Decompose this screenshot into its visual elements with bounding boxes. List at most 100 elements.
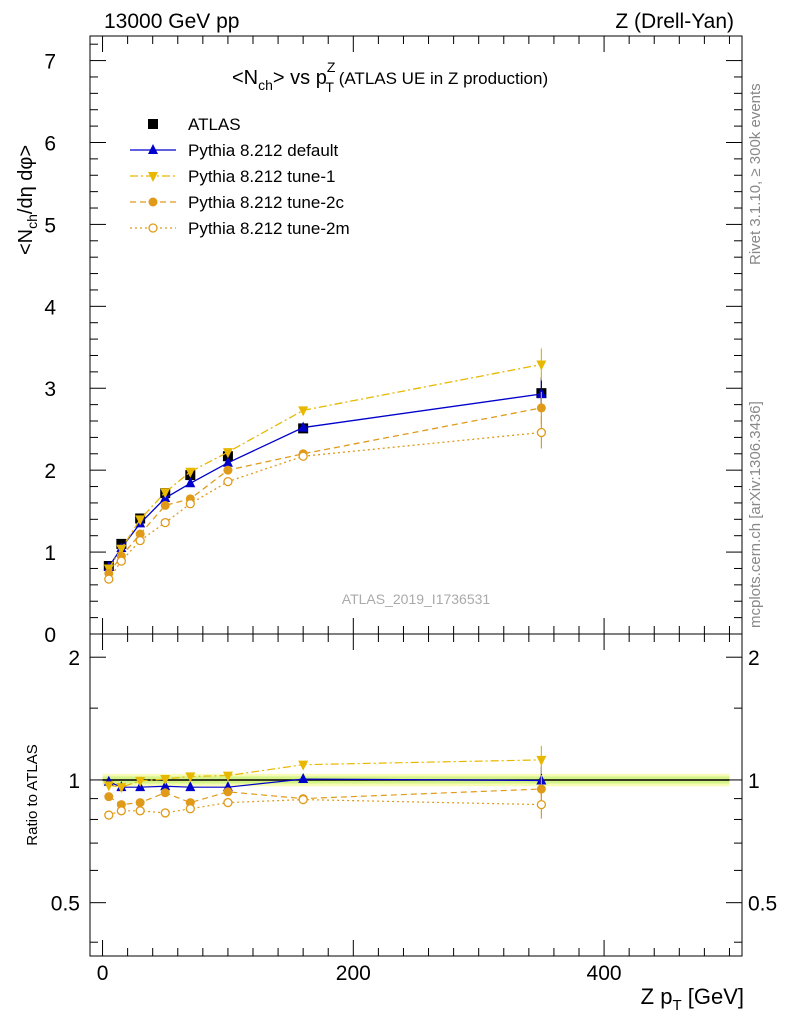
series-1-line <box>108 393 542 568</box>
chart-title: <Nch> vs pZ T (ATLAS UE in Z production) <box>232 59 548 95</box>
x-tick-label: 0 <box>97 962 109 985</box>
legend-label-3: Pythia 8.212 tune-2c <box>188 193 344 212</box>
series-3-point <box>536 403 546 413</box>
series-4-ratio-line <box>108 798 542 816</box>
series-4-point <box>536 427 547 438</box>
lower-y-axis: 0.5 0.5 1 1 2 2 <box>51 647 777 943</box>
series-3-ratio-line <box>108 788 542 806</box>
y-tick-label: 5 <box>44 214 56 237</box>
series-2-ratio-point <box>222 771 233 782</box>
series-3-point <box>223 465 233 475</box>
legend-label-0: ATLAS <box>188 115 241 134</box>
series-1-ratio-point <box>185 781 196 792</box>
series-4-ratio-point <box>135 806 145 816</box>
ratio-tick-label: 0.5 <box>51 893 80 916</box>
series-3-ratio-point <box>104 792 114 802</box>
ratio-tick-label: 1 <box>68 770 80 793</box>
series-2-ratio-point <box>298 760 309 771</box>
legend-marker-2 <box>148 172 158 182</box>
series-2-line <box>108 363 542 569</box>
ratio-tick-label-right: 1 <box>748 770 760 793</box>
upper-y-axis: 0 1 2 3 4 5 6 7 <box>44 43 742 647</box>
rivet-note: Rivet 3.1.10, ≥ 300k events <box>747 83 764 265</box>
series-2-point <box>298 406 309 417</box>
legend-label-2: Pythia 8.212 tune-1 <box>188 167 335 186</box>
series-2-ratio-point <box>160 775 171 786</box>
series-2-point <box>116 544 127 555</box>
y-tick-label: 0 <box>44 624 56 647</box>
lower-x-axis: 0 200 400 <box>97 634 730 985</box>
series-3-line <box>108 407 542 574</box>
ratio-tick-label: 2 <box>68 647 80 670</box>
ratio-tick-label-right: 2 <box>748 647 760 670</box>
series-2-point <box>536 360 547 371</box>
series-4-point <box>298 451 308 461</box>
series-2-ratio-point <box>103 781 114 792</box>
y-tick-label: 3 <box>44 378 56 401</box>
legend-marker-3 <box>148 197 158 207</box>
upper-panel: 0 1 2 3 4 5 6 7 <Nch> vs pZ T (ATLAS UE in Z pro… <box>15 35 743 647</box>
lower-frame <box>89 633 743 957</box>
series-3-ratio-point <box>536 784 546 794</box>
series-2-ratio-point <box>116 783 127 794</box>
legend-label-1: Pythia 8.212 default <box>188 141 339 160</box>
series-2-point <box>135 515 146 526</box>
legend: ATLAS Pythia 8.212 default Pythia 8.212 tu… <box>130 115 350 238</box>
series-4-ratio-point <box>104 810 114 820</box>
series-2-ratio-point <box>135 776 146 787</box>
series-4-point <box>135 535 145 546</box>
series-2-point <box>185 467 196 478</box>
lower-y-label: Ratio to ATLAS <box>24 744 41 845</box>
series-3-ratio-point <box>223 787 233 797</box>
series-2-point <box>160 488 171 499</box>
series-4-point <box>185 499 195 509</box>
ratio-tick-label-right: 0.5 <box>748 893 777 916</box>
y-tick-label: 2 <box>44 460 56 483</box>
series-1-ratio-point <box>160 780 171 791</box>
mcplots-note: mcplots.cern.ch [arXiv:1306.3436] <box>747 401 764 628</box>
series-4-point <box>116 556 126 566</box>
upper-y-label: <Nch/dη dφ> <box>15 145 40 255</box>
series-1-ratio-line <box>108 778 542 788</box>
x-tick-label: 200 <box>336 962 371 985</box>
x-axis-label: Z pT [GeV] <box>641 984 744 1014</box>
series-4-ratio-point <box>116 806 126 816</box>
series-1-point <box>298 421 309 432</box>
y-tick-label: 7 <box>44 51 56 74</box>
y-tick-label: 1 <box>44 542 56 565</box>
series-3-point <box>135 529 145 539</box>
series-1-point <box>222 456 233 467</box>
lower-series-layer <box>103 745 547 820</box>
y-tick-label: 4 <box>44 296 56 319</box>
lower-panel: 0.5 0.5 1 1 2 2 0 200 400 Ratio to ATLAS <box>24 633 777 985</box>
legend-marker-1 <box>148 144 158 154</box>
series-2-ratio-point <box>185 772 196 783</box>
upper-x-axis-ticks <box>102 36 730 634</box>
upper-series-layer <box>103 348 547 584</box>
y-tick-label: 6 <box>44 132 56 155</box>
header-right: Z (Drell-Yan) <box>615 10 734 33</box>
series-4-ratio-point <box>298 794 308 805</box>
series-4-point <box>160 517 170 528</box>
series-1-point <box>185 477 196 488</box>
series-3-ratio-point <box>160 788 170 798</box>
legend-marker-0 <box>148 119 158 129</box>
analysis-watermark: ATLAS_2019_I1736531 <box>342 591 491 607</box>
series-4-line <box>108 431 542 580</box>
x-tick-label: 400 <box>587 962 622 985</box>
series-2-ratio-line <box>108 759 542 788</box>
legend-label-4: Pythia 8.212 tune-2m <box>188 219 350 238</box>
legend-marker-4 <box>148 223 158 233</box>
series-4-ratio-point <box>223 797 233 808</box>
series-4-point <box>223 476 233 487</box>
series-2-ratio-point <box>536 755 547 766</box>
series-4-ratio-point <box>160 808 170 818</box>
header-left: 13000 GeV pp <box>104 10 239 33</box>
series-3-ratio-point <box>135 798 145 808</box>
series-3-point <box>160 500 170 510</box>
series-4-ratio-point <box>536 799 547 810</box>
series-1-ratio-point <box>298 773 309 784</box>
series-4-ratio-point <box>185 804 195 814</box>
series-2-point <box>222 448 233 459</box>
